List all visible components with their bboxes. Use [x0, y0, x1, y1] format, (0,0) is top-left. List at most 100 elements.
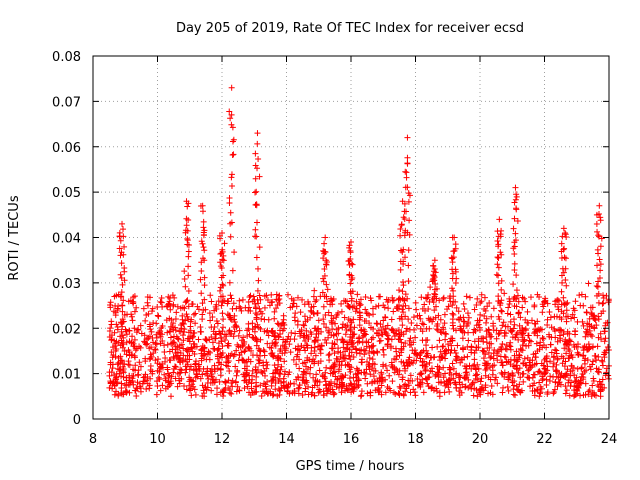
data-point [598, 336, 605, 343]
data-point [401, 382, 408, 389]
data-point [510, 382, 517, 389]
data-point [498, 344, 505, 351]
data-point [555, 374, 562, 381]
data-point [246, 293, 253, 300]
data-point [198, 346, 205, 353]
data-point [323, 257, 330, 264]
data-point [554, 296, 561, 303]
data-point [278, 363, 285, 370]
data-point [189, 334, 196, 341]
data-point [216, 378, 223, 385]
data-point [344, 322, 351, 329]
data-point [131, 325, 138, 332]
data-point [321, 248, 328, 255]
data-point [295, 390, 302, 397]
data-point [255, 277, 262, 284]
data-point [202, 384, 209, 391]
data-point [558, 316, 565, 323]
data-point [144, 335, 151, 342]
data-point [254, 352, 261, 359]
data-point [375, 327, 382, 334]
data-point [587, 331, 594, 338]
data-point [473, 372, 480, 379]
data-point [135, 372, 142, 379]
data-point [263, 328, 270, 335]
data-point [276, 327, 283, 334]
data-point [170, 320, 177, 327]
data-point [329, 340, 336, 347]
data-point [345, 303, 352, 310]
data-point [185, 303, 192, 310]
data-point [544, 390, 551, 397]
data-point [118, 328, 125, 335]
data-point [137, 385, 144, 392]
data-point [157, 298, 164, 305]
data-point [513, 348, 520, 355]
data-point [185, 263, 192, 270]
data-point [166, 357, 173, 364]
data-point [264, 390, 271, 397]
data-point [234, 367, 241, 374]
data-point [340, 382, 347, 389]
data-point [165, 383, 172, 390]
data-point [170, 333, 177, 340]
data-point [481, 312, 488, 319]
data-point [339, 321, 346, 328]
data-point [227, 292, 234, 299]
data-point [323, 324, 330, 331]
data-point [498, 308, 505, 315]
data-point [345, 386, 352, 393]
data-point [582, 355, 589, 362]
data-point [192, 358, 199, 365]
data-point [582, 293, 589, 300]
data-point [494, 261, 501, 268]
data-point [306, 370, 313, 377]
data-point [389, 297, 396, 304]
data-point [483, 339, 490, 346]
data-point [465, 314, 472, 321]
data-point [596, 274, 603, 281]
data-point [275, 321, 282, 328]
data-point [388, 316, 395, 323]
y-tick-label: 0.04 [52, 232, 81, 247]
data-point [359, 333, 366, 340]
data-point [519, 342, 526, 349]
data-point [311, 392, 318, 399]
data-point [133, 304, 140, 311]
data-point [370, 373, 377, 380]
data-point [402, 388, 409, 395]
data-point [560, 294, 567, 301]
data-point [191, 351, 198, 358]
data-point [298, 343, 305, 350]
data-point [167, 378, 174, 385]
data-point [393, 305, 400, 312]
data-point [157, 327, 164, 334]
data-point [269, 373, 276, 380]
data-point [336, 375, 343, 382]
data-point [245, 307, 252, 314]
data-point [247, 292, 254, 299]
data-point [239, 296, 246, 303]
data-point [450, 293, 457, 300]
data-point [553, 347, 560, 354]
data-point [317, 346, 324, 353]
data-point [562, 390, 569, 397]
data-point [494, 357, 501, 364]
data-point [358, 346, 365, 353]
data-point [172, 350, 179, 357]
data-point [220, 272, 227, 279]
data-point [321, 240, 328, 247]
data-point [277, 366, 284, 373]
data-point [294, 346, 301, 353]
data-point [570, 364, 577, 371]
data-point [233, 372, 240, 379]
data-point [272, 330, 279, 337]
data-point [311, 360, 318, 367]
data-point [338, 389, 345, 396]
data-point [407, 335, 414, 342]
data-point [249, 367, 256, 374]
data-point [107, 301, 114, 308]
data-point [511, 260, 518, 267]
data-point [303, 363, 310, 370]
data-point [578, 364, 585, 371]
